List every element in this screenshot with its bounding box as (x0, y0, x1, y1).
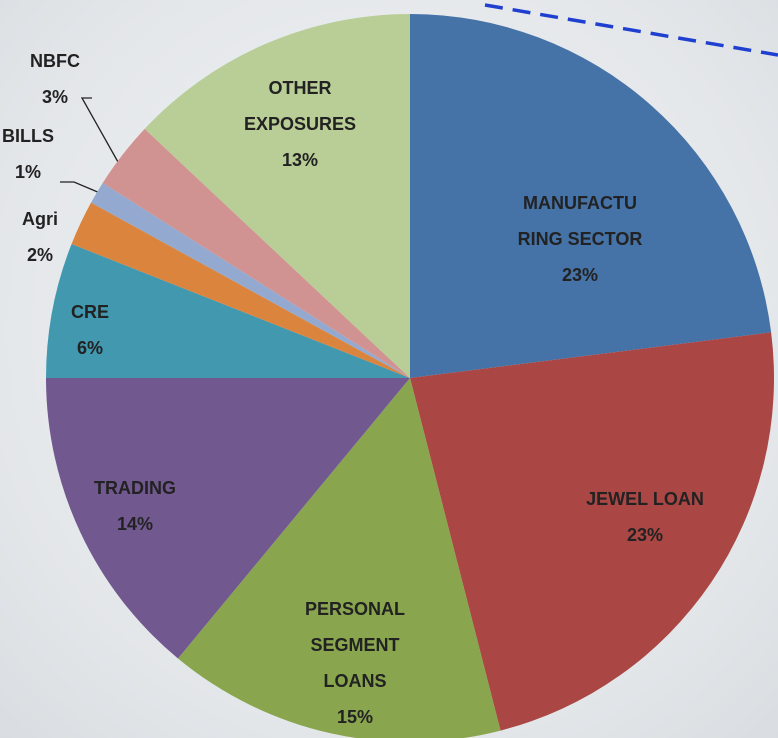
slice-label: PERSONAL (305, 599, 405, 619)
slice-label: SEGMENT (310, 635, 399, 655)
slice-label: MANUFACTU (523, 193, 637, 213)
pie-slice (410, 332, 774, 731)
slice-label: BILLS (2, 126, 54, 146)
slice-label: LOANS (324, 671, 387, 691)
leader-line (80, 97, 119, 163)
value-label: 15% (337, 707, 373, 727)
value-label: 2% (27, 245, 53, 265)
slice-label: CRE (71, 302, 109, 322)
slice-label: TRADING (94, 478, 176, 498)
value-label: 14% (117, 514, 153, 534)
pie-slice (410, 14, 772, 378)
slice-label: JEWEL LOAN (586, 489, 704, 509)
pie-slice (144, 14, 410, 378)
value-label: 1% (15, 162, 41, 182)
leader-line (60, 181, 101, 194)
pie-slice (46, 378, 410, 659)
slice-label: Agri (22, 209, 58, 229)
pie-slice (46, 244, 410, 378)
slice-label: EXPOSURES (244, 114, 356, 134)
slice-label: OTHER (269, 78, 332, 98)
decor-dashed-line (484, 3, 778, 57)
value-label: 23% (562, 265, 598, 285)
value-label: 3% (42, 87, 68, 107)
pie-slice (102, 128, 410, 378)
slice-label: NBFC (30, 51, 80, 71)
pie-slice (71, 202, 411, 378)
value-label: 6% (77, 338, 103, 358)
value-label: 23% (627, 525, 663, 545)
pie-slice (177, 378, 501, 738)
slice-label: RING SECTOR (518, 229, 643, 249)
value-label: 13% (282, 150, 318, 170)
pie-slice (91, 182, 411, 378)
